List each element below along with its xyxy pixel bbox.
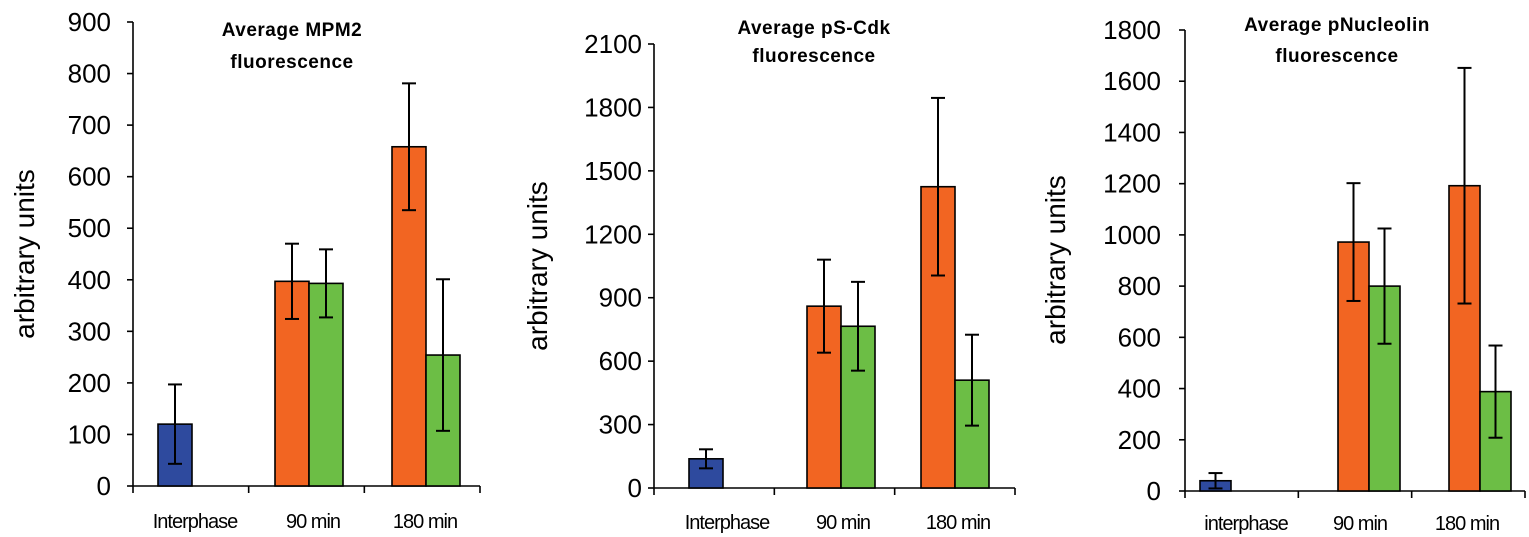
y-tick-label: 300	[599, 410, 642, 440]
x-category-label: Interphase	[685, 512, 770, 534]
y-tick-label: 1000	[1103, 220, 1161, 250]
y-tick-label: 1600	[1103, 66, 1161, 96]
x-category-label: Interphase	[153, 511, 238, 533]
y-tick-label: 1500	[584, 156, 642, 186]
y-tick-label: 400	[68, 265, 111, 295]
y-tick-label: 800	[68, 59, 111, 89]
y-tick-label: 200	[1118, 425, 1161, 455]
y-tick-label: 700	[68, 110, 111, 140]
x-category-label: 180 min	[926, 512, 990, 534]
y-tick-label: 600	[599, 346, 642, 376]
chart-title-line: Average pNucleolin	[1244, 15, 1430, 36]
y-tick-label: 1800	[584, 92, 642, 122]
y-tick-label: 600	[68, 162, 111, 192]
y-tick-label: 200	[68, 368, 111, 398]
y-tick-label: 2100	[584, 29, 642, 59]
y-tick-label: 900	[68, 7, 111, 37]
y-tick-label: 0	[1147, 476, 1161, 506]
x-category-label: 90 min	[1333, 513, 1387, 535]
bar	[308, 282, 344, 487]
chart-panel-2: 0 300 600 900 1200 1500 1800 2100 Interphase 90 m…	[522, 18, 1016, 534]
chart-title-line: fluorescence	[752, 46, 875, 67]
chart-panel-3: 0 200 400 600 800 1000 1200 1400 1600 1800 interph…	[1040, 15, 1526, 535]
y-tick-label: 900	[599, 283, 642, 313]
chart-title-line: Average pS-Cdk	[737, 18, 890, 39]
x-category-label: 90 min	[286, 511, 340, 533]
y-tick-label: 1200	[584, 219, 642, 249]
y-axis-label: arbitrary units	[1040, 175, 1071, 345]
y-tick-label: 1200	[1103, 169, 1161, 199]
y-tick-label: 100	[68, 419, 111, 449]
x-category-label: 180 min	[393, 511, 457, 533]
y-tick-label: 1800	[1103, 15, 1161, 45]
chart-panel-1: 0 100 200 300 400 500 600 700 800 900 Interphase 90…	[9, 7, 481, 533]
y-tick-label: 500	[68, 213, 111, 243]
y-tick-label: 0	[628, 473, 642, 503]
x-category-label: interphase	[1204, 513, 1288, 535]
chart-title-line: Average MPM2	[222, 20, 362, 41]
chart-title-line: fluorescence	[1275, 46, 1398, 67]
x-category-label: 90 min	[816, 512, 870, 534]
x-category-label: 180 min	[1435, 513, 1499, 535]
y-tick-label: 300	[68, 316, 111, 346]
y-axis-label: arbitrary units	[9, 169, 40, 339]
y-axis-label: arbitrary units	[522, 181, 553, 351]
y-tick-label: 400	[1118, 374, 1161, 404]
y-tick-label: 0	[97, 471, 111, 501]
y-tick-label: 1400	[1103, 117, 1161, 147]
y-tick-label: 600	[1118, 322, 1161, 352]
chart-title-line: fluorescence	[230, 52, 353, 73]
y-tick-label: 800	[1118, 271, 1161, 301]
